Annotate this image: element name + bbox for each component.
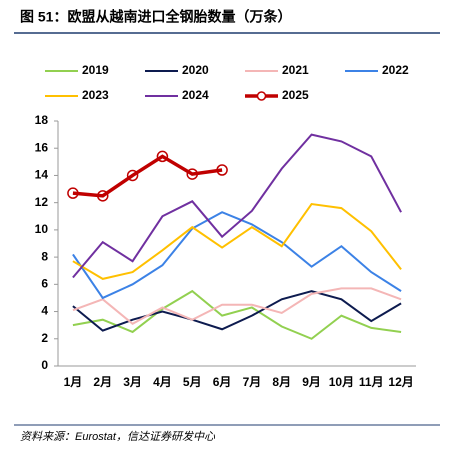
x-tick-label: 1月 bbox=[64, 375, 83, 389]
legend-label: 2024 bbox=[182, 88, 209, 102]
x-tick-label: 8月 bbox=[272, 375, 291, 389]
series-line bbox=[72, 154, 223, 198]
legend-label: 2020 bbox=[182, 63, 209, 77]
y-tick-label: 12 bbox=[35, 195, 49, 209]
x-tick-label: 10月 bbox=[329, 375, 354, 389]
series-line bbox=[72, 287, 402, 326]
x-tick-label: 3月 bbox=[123, 375, 142, 389]
x-tick-label: 12月 bbox=[388, 375, 413, 389]
series-line bbox=[72, 211, 402, 300]
legend-label: 2019 bbox=[82, 63, 109, 77]
point-marker bbox=[156, 150, 169, 163]
x-tick-label: 6月 bbox=[213, 375, 232, 389]
legend-label: 2021 bbox=[282, 63, 309, 77]
legend-label: 2023 bbox=[82, 88, 109, 102]
x-tick-label: 4月 bbox=[153, 375, 172, 389]
x-tick-label: 5月 bbox=[183, 375, 202, 389]
y-tick-label: 2 bbox=[41, 331, 48, 345]
legend-label: 2025 bbox=[282, 88, 309, 102]
y-tick-label: 8 bbox=[41, 249, 48, 263]
point-marker bbox=[67, 187, 79, 199]
x-tick-label: 2月 bbox=[93, 375, 112, 389]
legend-marker bbox=[256, 91, 267, 101]
point-marker bbox=[186, 168, 198, 180]
y-tick-label: 0 bbox=[41, 358, 48, 372]
y-tick-label: 10 bbox=[35, 222, 49, 236]
point-marker bbox=[216, 164, 228, 176]
point-marker bbox=[126, 169, 139, 182]
y-tick-label: 16 bbox=[35, 140, 49, 154]
source-note: 资料来源：Eurostat，信达证券研发中心 bbox=[20, 430, 216, 443]
legend-label: 2022 bbox=[382, 63, 409, 77]
y-tick-label: 18 bbox=[35, 113, 49, 127]
y-tick-label: 4 bbox=[41, 304, 48, 318]
x-tick-label: 11月 bbox=[359, 375, 384, 389]
series-line bbox=[72, 290, 402, 332]
series-line bbox=[72, 133, 402, 279]
series-line bbox=[72, 202, 402, 280]
y-tick-label: 14 bbox=[35, 168, 49, 182]
x-tick-label: 9月 bbox=[302, 375, 321, 389]
x-tick-label: 7月 bbox=[243, 375, 262, 389]
chart-title: 图 51：欧盟从越南进口全钢胎数量（万条） bbox=[20, 9, 291, 25]
series-line bbox=[72, 289, 402, 340]
point-marker bbox=[97, 190, 109, 202]
y-tick-label: 6 bbox=[41, 277, 48, 291]
